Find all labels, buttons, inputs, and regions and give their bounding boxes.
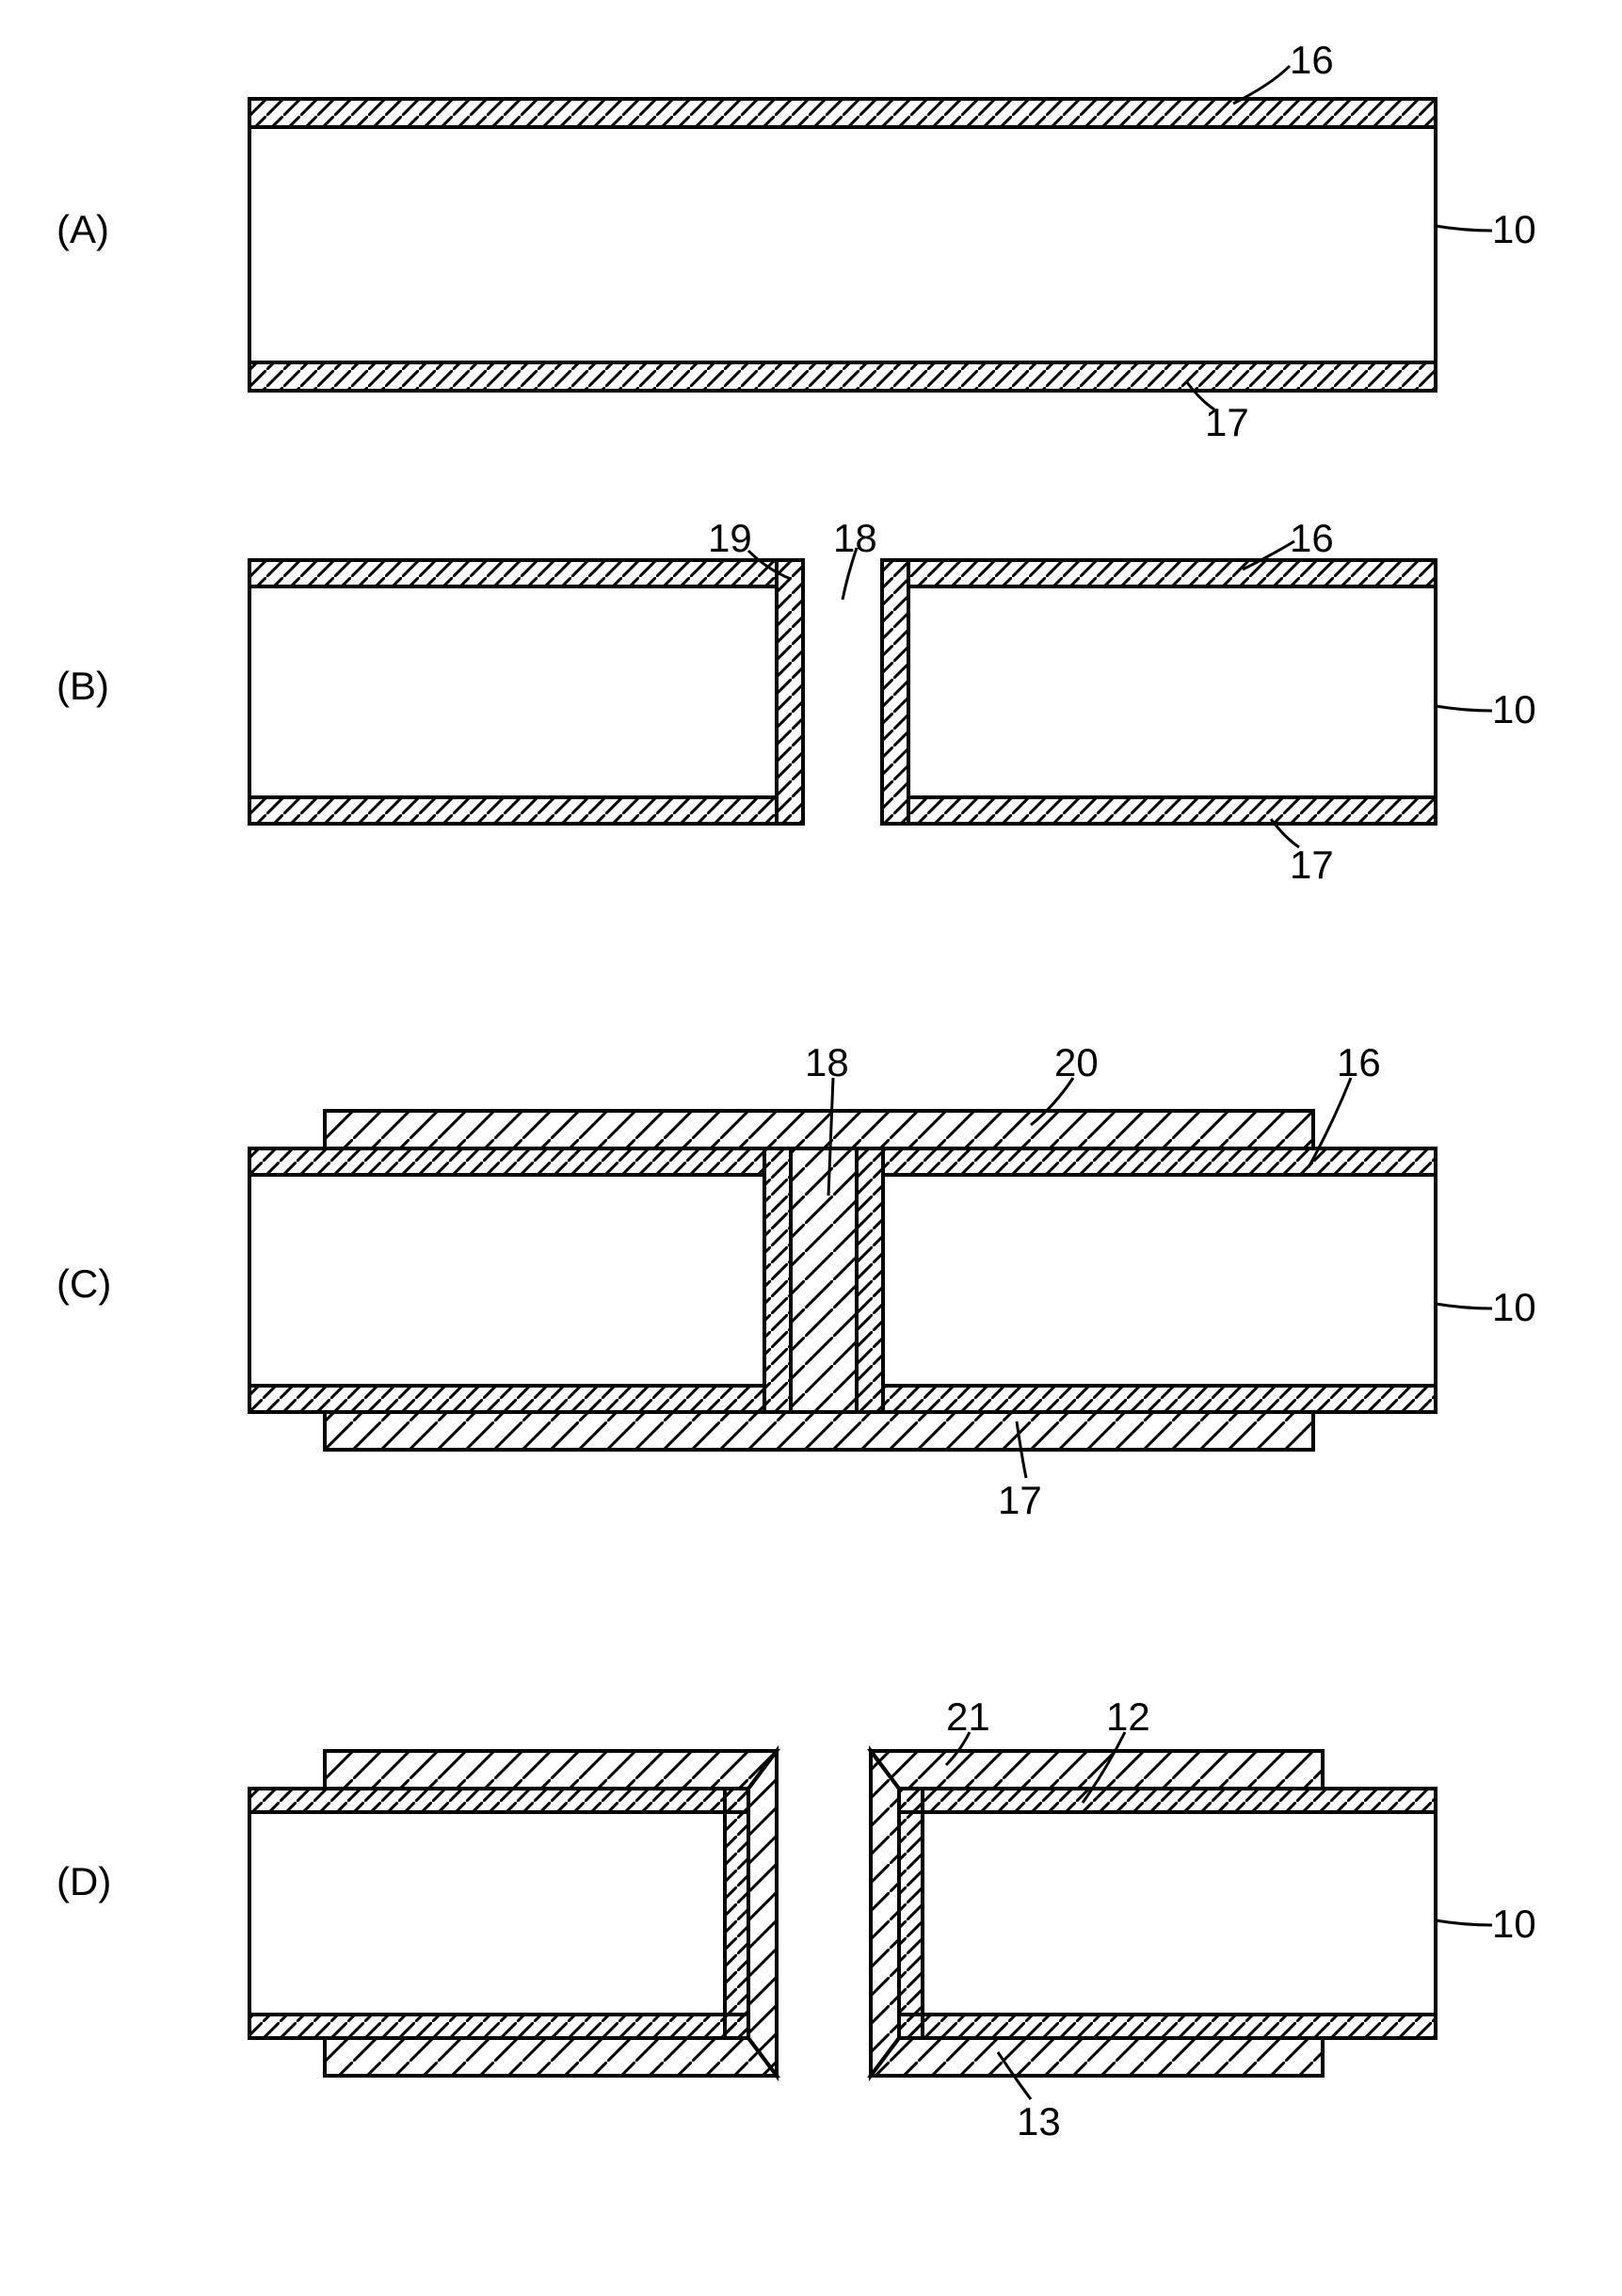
- leader-10-b: [1436, 697, 1502, 725]
- panel-c-figure: [212, 1111, 1483, 1469]
- leader-18-c: [819, 1078, 847, 1200]
- leader-10-a: [1436, 212, 1502, 249]
- leader-17-c: [1012, 1421, 1040, 1487]
- leader-16-b: [1243, 541, 1309, 579]
- leader-16-c: [1309, 1078, 1365, 1172]
- leader-10-d: [1436, 1911, 1502, 1939]
- leader-18-b: [838, 548, 875, 604]
- panel-label-a: (A): [56, 207, 109, 252]
- leader-13-d: [998, 2052, 1045, 2109]
- leader-12-d: [1083, 1732, 1139, 1807]
- leader-17-a: [1186, 381, 1233, 419]
- panel-d-figure: [212, 1751, 1483, 2076]
- leader-16-a: [1233, 66, 1309, 113]
- leader-19-b: [748, 551, 805, 588]
- leader-17-b: [1271, 819, 1318, 857]
- panel-a-figure: [249, 99, 1436, 391]
- panel-label-c: (C): [56, 1261, 111, 1307]
- leader-10-c: [1436, 1294, 1502, 1323]
- leader-20-c: [1031, 1078, 1087, 1134]
- panel-label-b: (B): [56, 664, 109, 709]
- ref-19-b: 19: [708, 516, 752, 561]
- panel-label-d: (D): [56, 1859, 111, 1904]
- leader-21-d: [946, 1732, 984, 1770]
